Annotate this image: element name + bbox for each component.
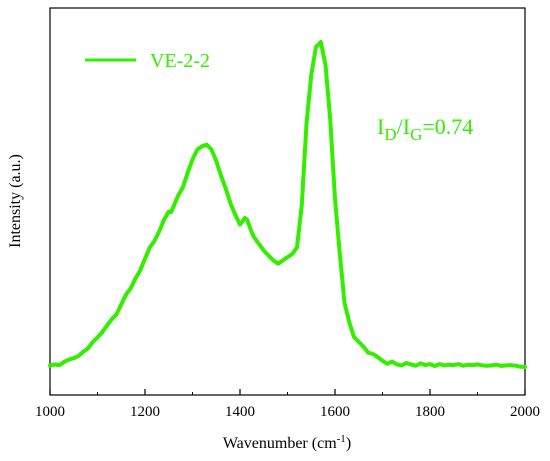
ratio-i2: I bbox=[403, 114, 410, 139]
x-tick-label: 1200 bbox=[130, 404, 160, 420]
legend-label: VE-2-2 bbox=[150, 50, 210, 72]
ratio-annotation: ID/IG=0.74 bbox=[377, 114, 473, 144]
x-axis-label-main: Wavenumber (cm bbox=[223, 435, 337, 452]
y-axis-label: Intensity (a.u.) bbox=[7, 154, 24, 248]
x-tick-label: 1000 bbox=[35, 404, 65, 420]
x-tick-label: 1400 bbox=[225, 404, 255, 420]
ratio-i1: I bbox=[377, 114, 384, 139]
x-tick-label: 2000 bbox=[510, 404, 540, 420]
x-axis-label-sup: -1 bbox=[337, 433, 346, 445]
ratio-sub1: D bbox=[384, 125, 396, 144]
x-tick-label: 1800 bbox=[415, 404, 445, 420]
ratio-sub2: G bbox=[410, 125, 422, 144]
x-axis-label-end: ) bbox=[346, 435, 351, 452]
x-tick-label: 1600 bbox=[320, 404, 350, 420]
plot-frame bbox=[49, 7, 526, 396]
series-line-ve-2-2 bbox=[48, 40, 527, 369]
ratio-slash: / bbox=[397, 114, 404, 139]
ratio-value: =0.74 bbox=[422, 114, 473, 139]
x-axis-label: Wavenumber (cm-1) bbox=[223, 433, 351, 452]
x-axis-ticks: 1000 1200 1400 1600 1800 2000 bbox=[35, 389, 540, 420]
legend: VE-2-2 bbox=[85, 50, 210, 72]
